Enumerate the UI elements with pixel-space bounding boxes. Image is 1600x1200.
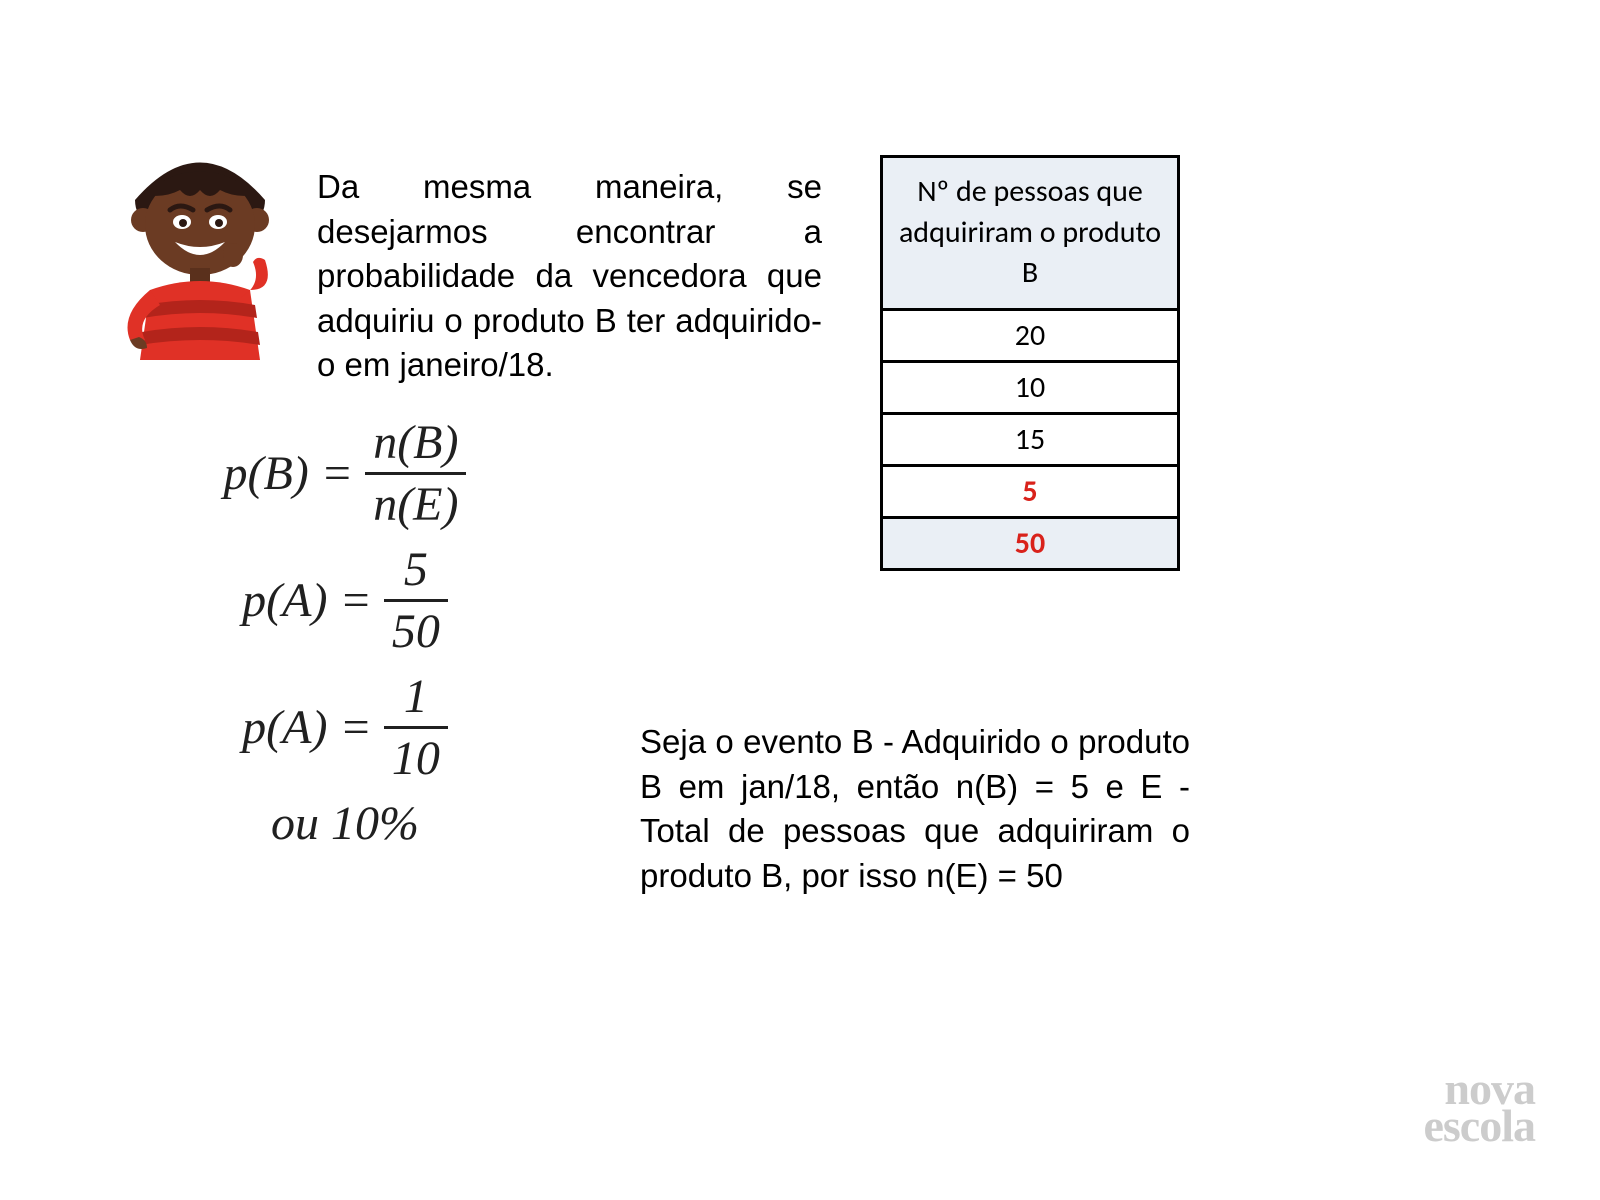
product-b-table: Nº de pessoas que adquiriram o produto B…: [880, 155, 1180, 571]
table-row: 20: [882, 309, 1179, 361]
eq3-numerator: 1: [396, 669, 436, 726]
equation-pB: p(B) = n(B) n(E): [120, 415, 570, 532]
eq1-denominator: n(E): [365, 472, 466, 532]
eq3-denominator: 10: [384, 726, 448, 786]
table-header: Nº de pessoas que adquiriram o produto B: [882, 157, 1179, 310]
eq2-denominator: 50: [384, 599, 448, 659]
logo-line2: escola: [1423, 1107, 1535, 1145]
slide: Da mesma maneira, se desejarmos encontra…: [0, 0, 1600, 1200]
eq2-numerator: 5: [396, 542, 436, 599]
equation-pA-5-50: p(A) = 5 50: [120, 542, 570, 659]
eq1-lhs: p(B) =: [224, 446, 366, 501]
equation-pA-1-10: p(A) = 1 10: [120, 669, 570, 786]
intro-paragraph: Da mesma maneira, se desejarmos encontra…: [317, 165, 822, 388]
explanation-paragraph: Seja o evento B - Adquirido o produto B …: [640, 720, 1190, 898]
table-row-highlight: 5: [882, 465, 1179, 517]
logo-nova-escola: nova escola: [1423, 1070, 1535, 1145]
table-row: 10: [882, 361, 1179, 413]
eq1-numerator: n(B): [365, 415, 466, 472]
avatar-boy: [115, 140, 285, 360]
math-equations: p(B) = n(B) n(E) p(A) = 5 50 p(A) = 1 10…: [120, 405, 570, 851]
equation-percent: ou 10%: [120, 796, 570, 851]
eq2-lhs: p(A) =: [242, 573, 384, 628]
table-row-total: 50: [882, 517, 1179, 569]
eq1-fraction: n(B) n(E): [365, 415, 466, 532]
eq3-fraction: 1 10: [384, 669, 448, 786]
eq3-lhs: p(A) =: [242, 700, 384, 755]
table-row: 15: [882, 413, 1179, 465]
eq2-fraction: 5 50: [384, 542, 448, 659]
